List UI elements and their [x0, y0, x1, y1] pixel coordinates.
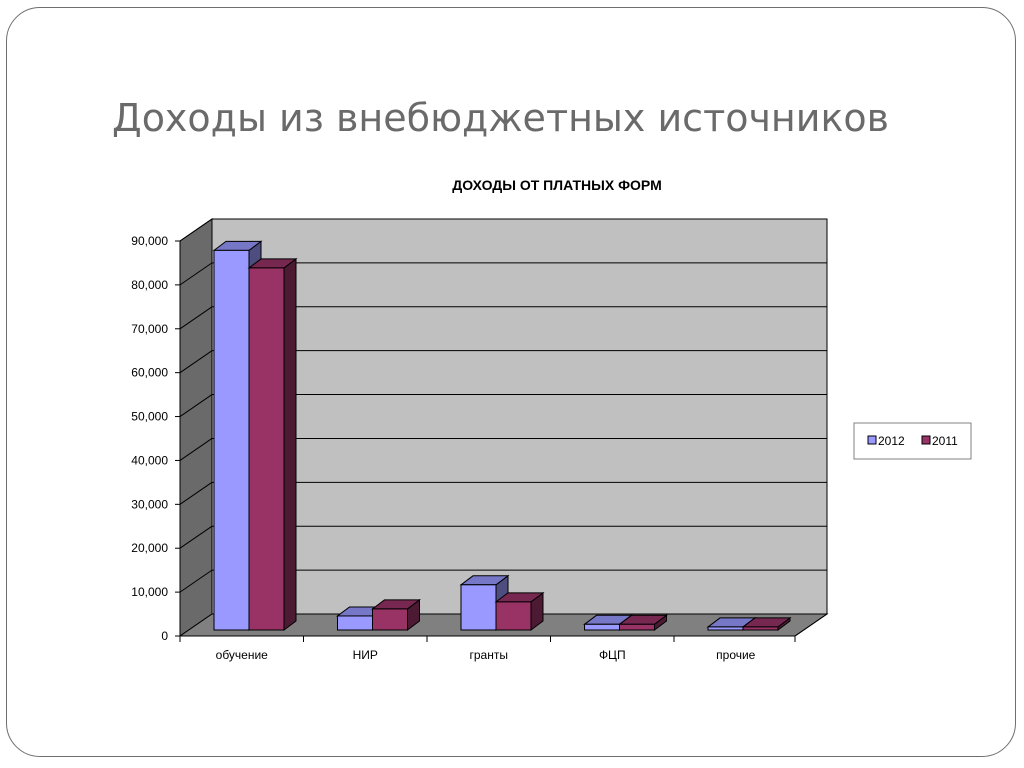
- chart-legend: 2012 2011: [853, 422, 972, 460]
- legend-label: 2011: [932, 434, 958, 448]
- y-tick-label: 80,000: [131, 278, 168, 292]
- gridline-side: [179, 525, 213, 549]
- gridline-side: [179, 481, 213, 505]
- chart-plot-area: [178, 218, 829, 637]
- gridline-side: [179, 262, 213, 286]
- bar-2011-прочие: [741, 616, 792, 631]
- y-tick-label: 10,000: [131, 585, 168, 599]
- bar-front: [707, 626, 744, 631]
- x-axis-depth-line: [794, 613, 828, 637]
- chart-title: ДОХОДЫ ОТ ПЛАТНЫХ ФОРМ: [452, 177, 661, 193]
- bar-front: [248, 267, 285, 631]
- chart-bars: [212, 240, 792, 631]
- bar-2011-ФЦП: [618, 614, 668, 631]
- gridline-side: [179, 218, 213, 242]
- legend-swatch: [867, 435, 877, 445]
- x-category-label: гранты: [470, 648, 508, 662]
- bar-front: [337, 615, 373, 631]
- chart-axes: [175, 240, 828, 642]
- chart-gridlines: [179, 218, 827, 593]
- x-category-label: НИР: [353, 648, 378, 662]
- y-tick-label: 30,000: [131, 497, 168, 511]
- chart-back-wall: [211, 218, 828, 615]
- bar-front: [619, 623, 655, 631]
- bar-front: [584, 623, 620, 631]
- y-tick-label: 60,000: [131, 366, 168, 380]
- y-tick-label: 40,000: [131, 453, 168, 467]
- y-tick-label: 70,000: [131, 322, 168, 336]
- y-tick-label: 20,000: [131, 541, 168, 555]
- bar-front: [460, 584, 497, 631]
- y-tick-label: 90,000: [131, 234, 168, 248]
- x-category-label: прочие: [716, 648, 756, 662]
- bar-front: [213, 249, 250, 631]
- bar-front: [495, 601, 532, 631]
- chart-labels: 0 10,000 20,000 30,000 40,000 50,000 60,000 70,…: [131, 234, 755, 662]
- x-category-label: обучение: [216, 648, 269, 662]
- bar-2011-НИР: [371, 598, 421, 631]
- gridline-side: [179, 438, 213, 461]
- bar-2011-обучение: [247, 257, 298, 631]
- bar-side: [283, 257, 297, 631]
- gridline-side: [179, 394, 213, 417]
- y-tick-label: 50,000: [131, 410, 168, 424]
- legend-swatch: [921, 435, 931, 445]
- gridline-side: [179, 350, 213, 374]
- bar-front: [742, 626, 779, 631]
- x-category-label: ФЦП: [599, 648, 626, 662]
- y-tick-label: 0: [161, 629, 168, 643]
- gridline-side: [179, 569, 213, 593]
- bar-2011-гранты: [494, 591, 545, 631]
- slide-title: Доходы из внебюджетных источников: [112, 96, 890, 140]
- bar-front: [372, 608, 408, 631]
- gridline-side: [179, 306, 213, 330]
- legend-label: 2012: [878, 434, 905, 448]
